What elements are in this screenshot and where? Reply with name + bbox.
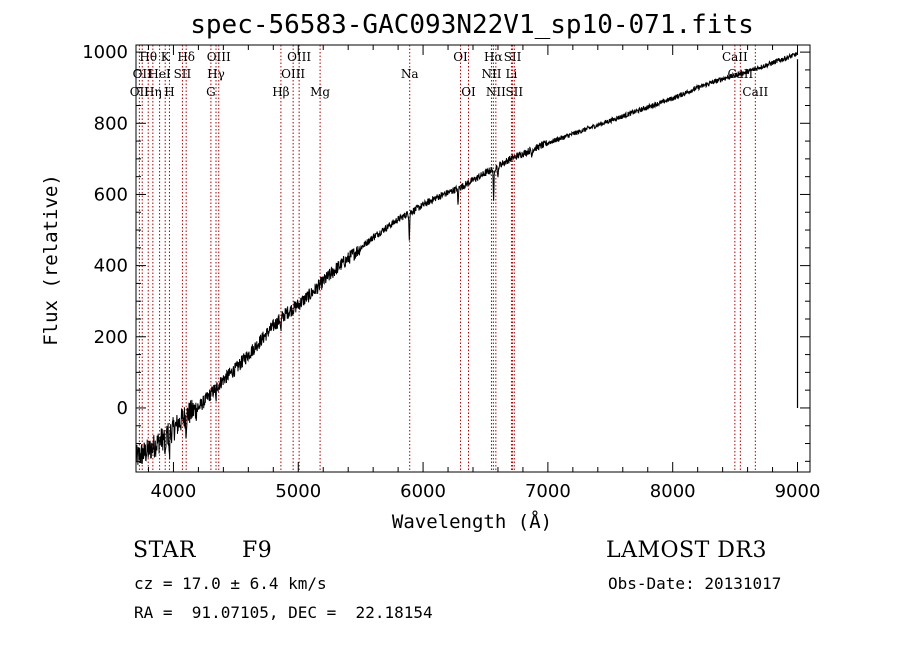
spectral-line-label-1: OII xyxy=(133,67,153,81)
spectral-line-label-12: Hβ xyxy=(272,85,289,99)
spectral-line-label-20: Hα xyxy=(484,50,503,64)
spectral-line-label-16: Na xyxy=(401,67,419,81)
y-axis-label: Flux (relative) xyxy=(40,174,62,346)
spectral-line-label-13: OIII xyxy=(281,67,305,81)
spectral-line-label-11: OIII xyxy=(207,50,231,64)
coordinates: RA = 91.07105, DEC = 22.18154 xyxy=(134,603,433,622)
plot-frame xyxy=(135,44,811,473)
x-tick-label-3: 7000 xyxy=(525,481,571,502)
x-axis-label: Wavelength (Å) xyxy=(392,510,552,533)
spectral-line-label-22: Li xyxy=(506,67,518,81)
x-tick-label-0: 4000 xyxy=(151,481,197,502)
spectral-line-label-0: OII xyxy=(130,85,150,99)
chart-title: spec-56583-GAC093N22V1_sp10-071.fits xyxy=(190,10,754,40)
axis-ticks xyxy=(136,45,810,472)
spectral-line-markers xyxy=(138,45,756,472)
spectral-line-label-6: H xyxy=(164,85,174,99)
spectral-line-label-9: G xyxy=(206,85,216,99)
spectral-line-label-2: Hθ xyxy=(139,50,157,64)
spectral-line-label-25: CaII xyxy=(722,50,748,64)
spectral-line-label-7: SII xyxy=(174,67,192,81)
spectral-line-label-3: Hη xyxy=(144,85,162,99)
y-tick-label-2: 400 xyxy=(94,256,128,277)
x-tick-label-5: 9000 xyxy=(775,481,821,502)
x-tick-labels: 4000 5000 6000 7000 8000 9000 xyxy=(151,481,821,502)
observation-date: Obs-Date: 20131017 xyxy=(608,574,782,593)
x-tick-label-1: 5000 xyxy=(275,481,321,502)
object-class: STAR xyxy=(133,538,196,563)
spectral-line-label-27: CaII xyxy=(742,85,768,99)
spectral-line-label-15: Mg xyxy=(310,85,330,99)
y-tick-label-1: 200 xyxy=(94,327,128,348)
spectral-line-label-24: SII xyxy=(505,85,523,99)
subclass: F9 xyxy=(242,538,273,563)
spectral-line-label-23: SII xyxy=(504,50,522,64)
spectral-line-label-14: OIII xyxy=(287,50,311,64)
survey-name: LAMOST DR3 xyxy=(606,538,767,563)
spectral-line-label-5: K xyxy=(161,50,171,64)
spectral-line-label-17: OI xyxy=(453,50,468,64)
spectral-line-label-8: Hδ xyxy=(177,50,195,64)
spectrum-line xyxy=(135,51,798,465)
spectral-line-label-19: NII xyxy=(481,67,501,81)
spectral-line-label-21: NII xyxy=(486,85,506,99)
redshift-velocity: cz = 17.0 ± 6.4 km/s xyxy=(134,574,327,593)
x-tick-label-4: 8000 xyxy=(650,481,696,502)
y-tick-label-0: 0 xyxy=(117,398,128,419)
spectral-line-labels: OIIOIIHθHηHeIKHSIIHδGHγOIIIHβOIIIOIIIMgN… xyxy=(130,50,769,99)
y-tick-label-5: 1000 xyxy=(82,42,128,63)
x-tick-label-2: 6000 xyxy=(400,481,446,502)
y-tick-labels: 0 200 400 600 800 1000 xyxy=(82,42,128,419)
spectral-line-label-18: OI xyxy=(461,85,476,99)
spectral-line-label-10: Hγ xyxy=(207,67,225,81)
y-tick-label-3: 600 xyxy=(94,184,128,205)
spectral-line-label-4: HeI xyxy=(148,67,171,81)
y-tick-label-4: 800 xyxy=(94,113,128,134)
